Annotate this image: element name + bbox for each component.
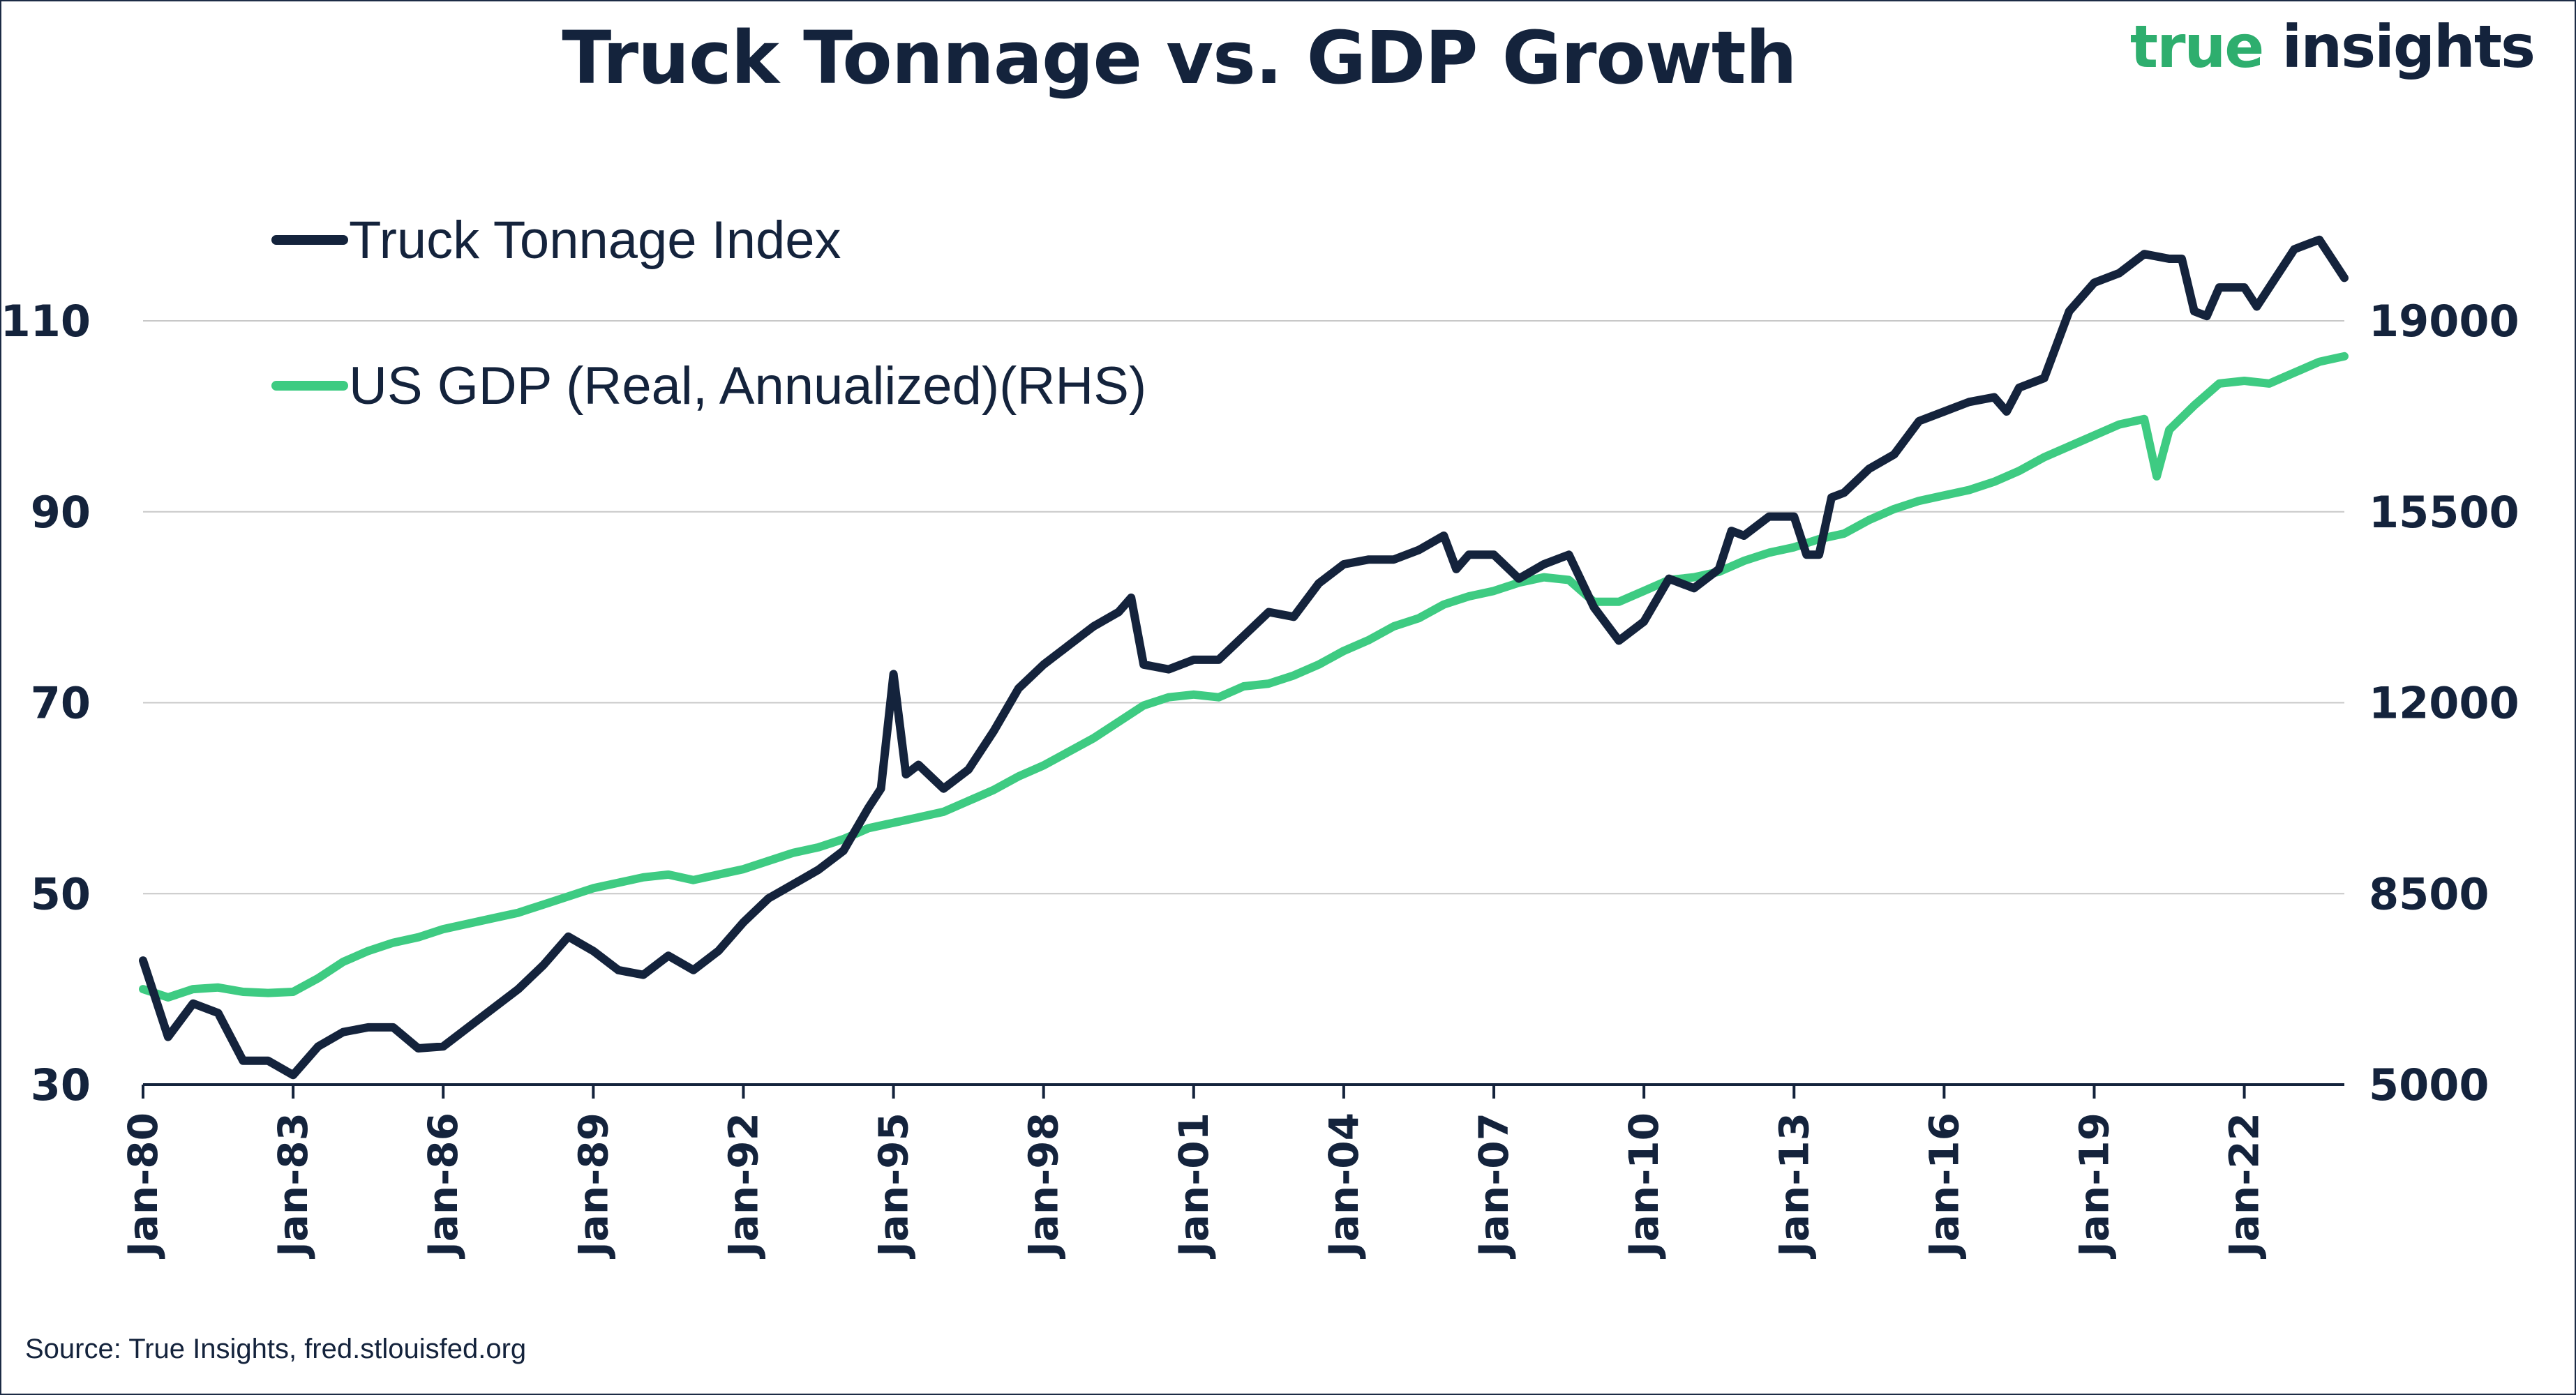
series-lines xyxy=(139,235,2349,1080)
legend-label-truck: Truck Tonnage Index xyxy=(349,211,841,270)
y-left-tick-label: 30 xyxy=(31,1060,91,1110)
y-left-tick-label: 90 xyxy=(31,487,91,538)
truck-tonnage-line xyxy=(139,235,2349,1080)
x-tick-label: Jan-01 xyxy=(1170,1113,1218,1260)
x-tick-label: Jan-16 xyxy=(1920,1113,1968,1260)
y-left-tick-label: 70 xyxy=(31,678,91,729)
axes: 30 5000 50 8500 70 12000 90 15500 110 19000 Jan-80… xyxy=(1,296,2519,1260)
source-note: Source: True Insights, fred.stlouisfed.o… xyxy=(25,1334,527,1364)
y-right-tick-label: 15500 xyxy=(2369,487,2519,538)
x-tick-label: Jan-19 xyxy=(2070,1113,2118,1260)
us-gdp-line xyxy=(139,352,2349,1002)
x-tick-label: Jan-89 xyxy=(569,1113,617,1260)
x-tick-label: Jan-98 xyxy=(1020,1113,1068,1260)
x-tick-label: Jan-10 xyxy=(1620,1113,1668,1260)
brand-logo: true insights xyxy=(2129,13,2536,81)
brand-logo-part1: true xyxy=(2129,13,2264,81)
x-tick-label: Jan-92 xyxy=(719,1113,767,1260)
x-tick-label: Jan-95 xyxy=(870,1113,918,1260)
brand-logo-part2: insights xyxy=(2282,13,2536,81)
x-tick-label: Jan-86 xyxy=(419,1113,467,1260)
y-left-tick-label: 110 xyxy=(1,296,91,347)
x-tick-label: Jan-83 xyxy=(269,1113,317,1260)
legend: Truck Tonnage Index US GDP (Real, Annual… xyxy=(271,211,1146,416)
y-right-tick-label: 8500 xyxy=(2369,868,2489,919)
chart-title: Truck Tonnage vs. GDP Growth xyxy=(562,15,1797,100)
legend-label-gdp: US GDP (Real, Annualized)(RHS) xyxy=(349,356,1146,416)
y-right-tick-label: 12000 xyxy=(2369,678,2519,729)
x-tick-label: Jan-13 xyxy=(1770,1113,1818,1260)
x-tick-label: Jan-04 xyxy=(1320,1113,1368,1260)
x-tick-label: Jan-22 xyxy=(2221,1113,2268,1260)
y-right-tick-label: 19000 xyxy=(2369,296,2519,347)
gridlines xyxy=(143,320,2344,895)
x-tick-label: Jan-07 xyxy=(1470,1113,1518,1260)
y-right-tick-label: 5000 xyxy=(2369,1060,2489,1110)
y-left-tick-label: 50 xyxy=(31,868,91,919)
x-tick-label: Jan-80 xyxy=(119,1113,167,1260)
